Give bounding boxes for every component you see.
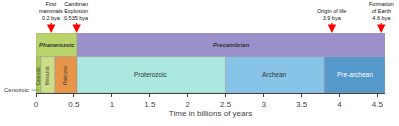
svg-text:4: 4 <box>337 100 342 109</box>
svg-text:0: 0 <box>34 100 39 109</box>
svg-text:0.5: 0.5 <box>68 100 80 109</box>
svg-text:2: 2 <box>186 100 191 109</box>
svg-text:Cenozoic: Cenozoic <box>36 66 41 86</box>
svg-text:Paleozoic: Paleozoic <box>63 65 68 85</box>
svg-text:1.5: 1.5 <box>144 100 156 109</box>
svg-text:Archean: Archean <box>262 71 287 78</box>
svg-text:Origin of life3.9 bya: Origin of life3.9 bya <box>317 8 346 21</box>
svg-text:4.5: 4.5 <box>372 100 384 109</box>
svg-text:Precambrian: Precambrian <box>213 42 250 48</box>
svg-text:2.5: 2.5 <box>220 100 232 109</box>
svg-text:Pre-archean: Pre-archean <box>337 71 373 78</box>
svg-text:Mesozoic: Mesozoic <box>45 65 50 85</box>
svg-text:Time in billions of years: Time in billions of years <box>169 109 252 118</box>
svg-text:CambrianExplosion0.535 bya: CambrianExplosion0.535 bya <box>64 1 89 21</box>
svg-text:3: 3 <box>261 100 266 109</box>
svg-text:3.5: 3.5 <box>296 100 308 109</box>
svg-text:Formationof Earth4.6 bya: Formationof Earth4.6 bya <box>369 1 394 21</box>
svg-text:Phanerozoic: Phanerozoic <box>39 42 75 48</box>
svg-text:Cenozoic: Cenozoic <box>4 87 29 93</box>
svg-text:Firstmammals0.2 bya: Firstmammals0.2 bya <box>39 1 63 21</box>
svg-text:1: 1 <box>110 100 115 109</box>
svg-text:Proterozoic: Proterozoic <box>134 71 168 78</box>
